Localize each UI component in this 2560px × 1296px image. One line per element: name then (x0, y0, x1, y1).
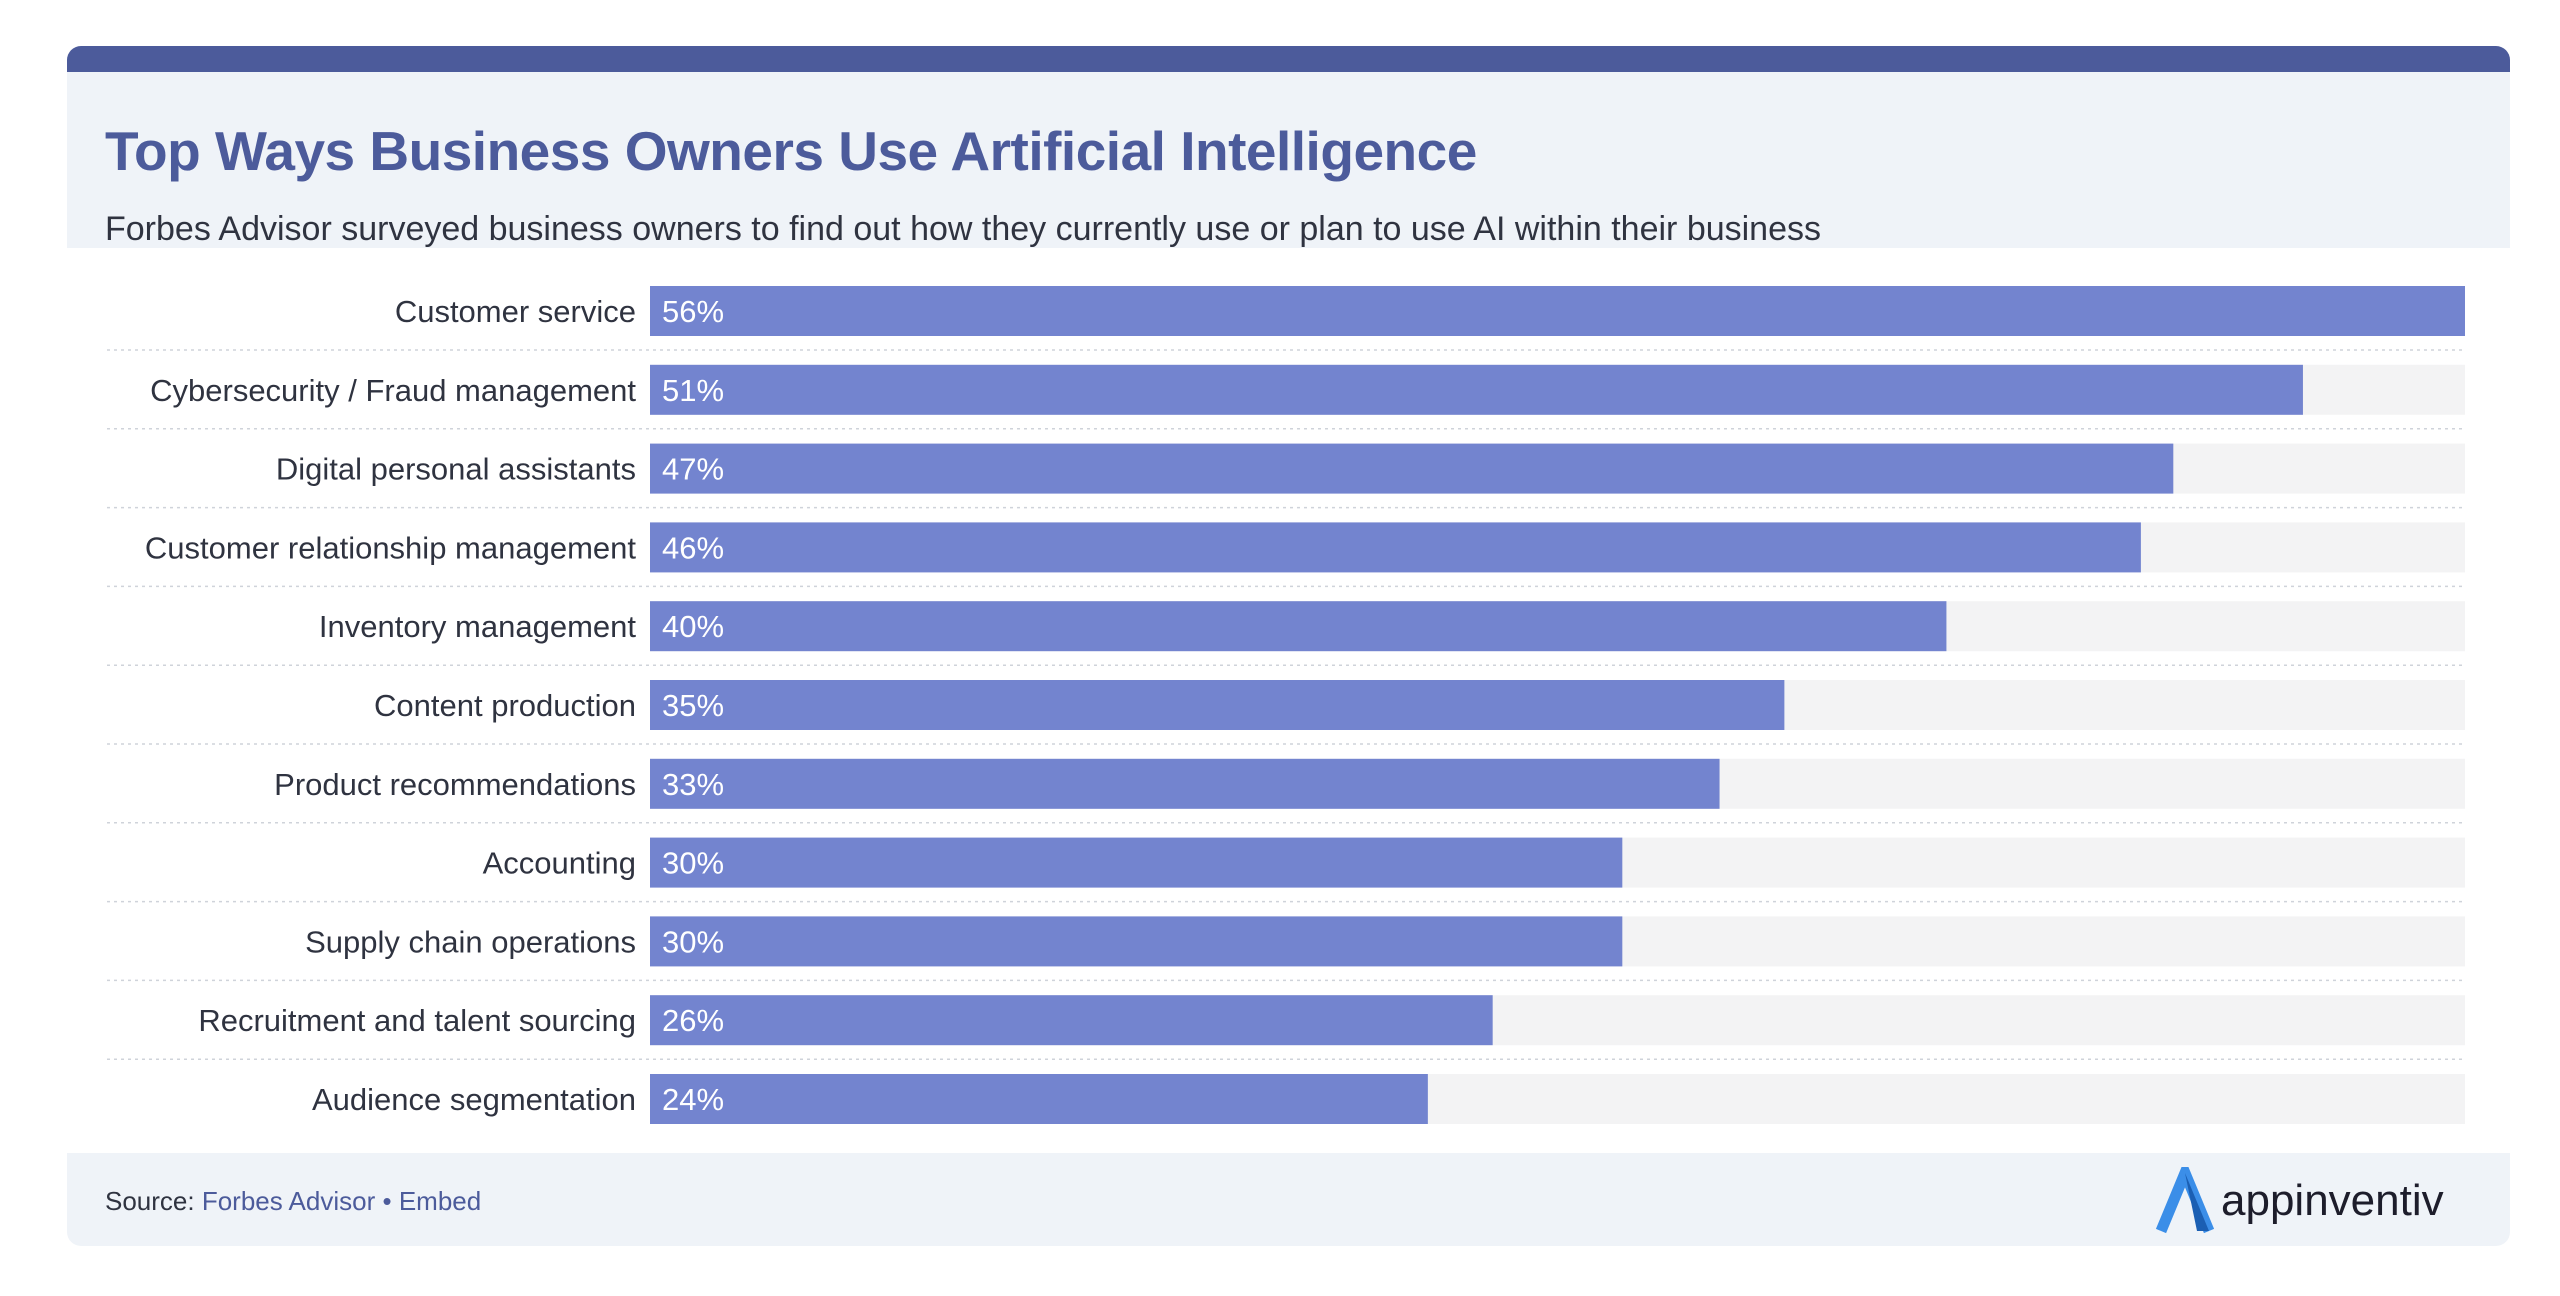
bar (650, 286, 2465, 336)
source-label: Source: (105, 1186, 195, 1216)
appinventiv-logo-icon (2155, 1158, 2215, 1234)
bar (650, 1074, 1428, 1124)
category-label: Content production (374, 688, 636, 723)
bar (650, 522, 2141, 573)
bar-value-label: 30% (662, 846, 724, 881)
bar-value-label: 56% (662, 294, 724, 329)
category-label: Audience segmentation (312, 1082, 636, 1117)
bar-value-label: 24% (662, 1082, 724, 1117)
category-label: Accounting (483, 846, 636, 881)
accent-bar (67, 46, 2510, 72)
bar-value-label: 26% (662, 1003, 724, 1038)
chart-title: Top Ways Business Owners Use Artificial … (105, 120, 1477, 182)
category-label: Inventory management (319, 609, 636, 644)
bar-value-label: 33% (662, 767, 724, 802)
chart-header: Top Ways Business Owners Use Artificial … (67, 72, 2510, 248)
appinventiv-logo: appinventiv (2155, 1158, 2475, 1237)
category-label: Product recommendations (274, 767, 636, 802)
bar (650, 916, 1623, 967)
logo-text: appinventiv (2221, 1176, 2444, 1225)
embed-link[interactable]: Embed (398, 1186, 482, 1216)
category-label: Customer service (395, 294, 636, 329)
category-label: Digital personal assistants (276, 452, 636, 487)
bar (650, 364, 2303, 415)
category-label: Recruitment and talent sourcing (198, 1003, 636, 1038)
bar (650, 758, 1720, 809)
bar (650, 680, 1785, 730)
category-label: Supply chain operations (305, 924, 636, 959)
source-separator: • (382, 1186, 392, 1216)
bar (650, 995, 1493, 1046)
category-label: Cybersecurity / Fraud management (150, 373, 636, 408)
bar-value-label: 51% (662, 373, 724, 408)
chart-subtitle: Forbes Advisor surveyed business owners … (105, 210, 1822, 248)
bar (650, 837, 1623, 888)
source-link[interactable]: Forbes Advisor (201, 1186, 376, 1216)
chart-footer: Source: Forbes Advisor • Embed appinvent… (67, 1153, 2510, 1246)
bar-value-label: 35% (662, 688, 724, 723)
category-label: Customer relationship management (145, 530, 636, 565)
bar-value-label: 46% (662, 530, 724, 565)
bar (650, 443, 2174, 494)
source-line: Source: Forbes Advisor • Embed (105, 1188, 481, 1214)
bar-value-label: 30% (662, 924, 724, 959)
bar-value-label: 40% (662, 609, 724, 644)
bar-value-label: 47% (662, 452, 724, 487)
bar (650, 601, 1947, 652)
